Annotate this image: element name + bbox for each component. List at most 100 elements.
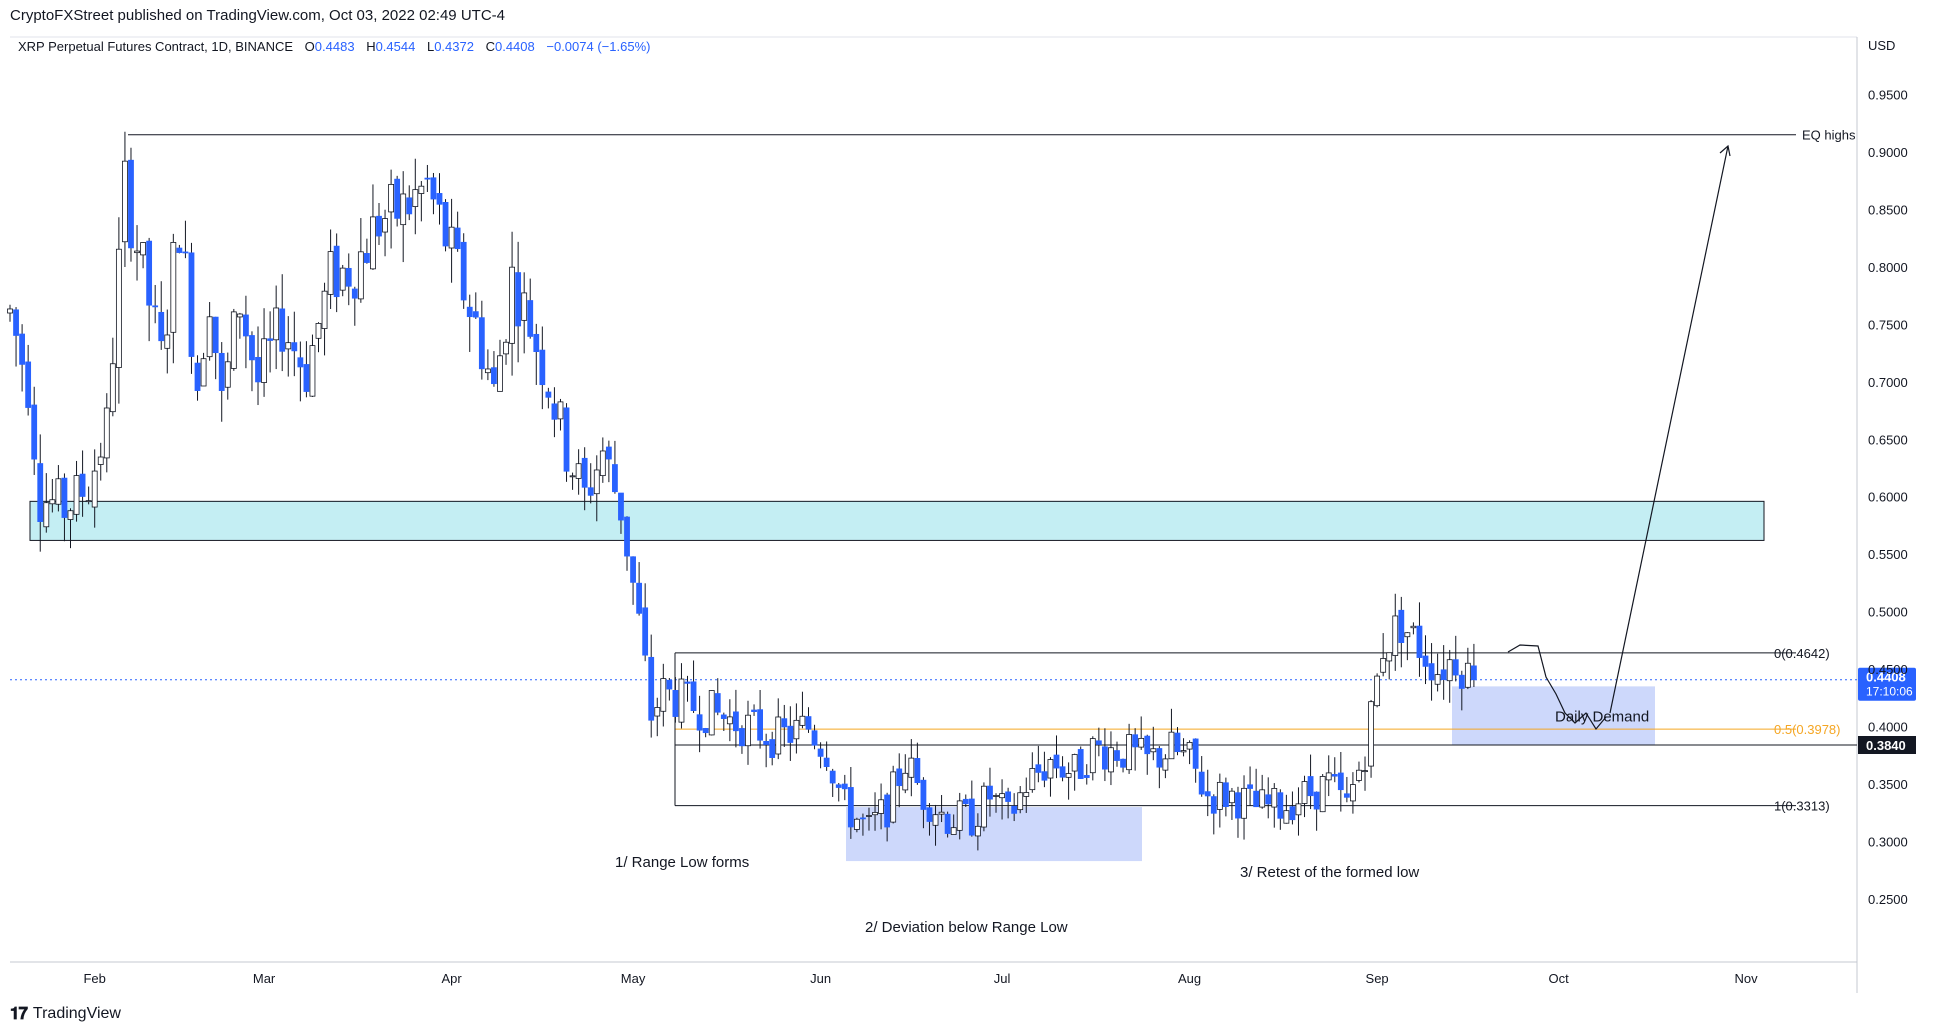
drawings-layer: 1/ Range Low forms 2/ Deviation below Ran… bbox=[615, 144, 1731, 936]
candle-body bbox=[1446, 659, 1453, 682]
current-price-value: 0.4408 bbox=[1866, 670, 1906, 685]
symbol-title: XRP Perpetual Futures Contract, 1D, BINA… bbox=[18, 39, 293, 54]
candle-body bbox=[388, 183, 394, 213]
candle-body bbox=[726, 716, 733, 725]
candle-body bbox=[515, 272, 522, 327]
candle-body bbox=[527, 300, 534, 337]
candle-body bbox=[1174, 732, 1181, 753]
candle-body bbox=[497, 355, 503, 392]
candle-body bbox=[1210, 796, 1217, 814]
candle-body bbox=[1089, 738, 1096, 774]
candle-body bbox=[345, 267, 352, 287]
candle-body bbox=[539, 349, 546, 386]
candle-body bbox=[678, 678, 685, 723]
candle-body bbox=[303, 364, 310, 392]
candle-body bbox=[781, 718, 788, 728]
candle-body bbox=[660, 678, 667, 712]
time-axis-tick: Mar bbox=[253, 971, 276, 986]
candle-body bbox=[860, 817, 866, 820]
price-axis-tick: 0.9500 bbox=[1868, 87, 1908, 102]
candle-body bbox=[1180, 750, 1187, 753]
reference-line-label: EQ highs bbox=[1802, 128, 1856, 143]
candle-body bbox=[654, 707, 661, 717]
candle-body bbox=[37, 463, 44, 522]
candle-body bbox=[1114, 750, 1120, 761]
price-tag-label: 0.3840 bbox=[1866, 738, 1906, 753]
time-axis-tick: Oct bbox=[1548, 971, 1569, 986]
candle-body bbox=[672, 690, 679, 717]
candle-body bbox=[563, 407, 570, 472]
candle-body bbox=[1277, 792, 1284, 819]
candle-body bbox=[261, 338, 267, 383]
candle-body bbox=[1271, 788, 1278, 808]
reference-line-label: 0.5(0.3978) bbox=[1774, 722, 1841, 737]
time-axis-tick: Nov bbox=[1735, 971, 1759, 986]
candle-body bbox=[73, 475, 80, 515]
candle-body bbox=[224, 361, 231, 388]
candle-body bbox=[974, 825, 981, 837]
candle-body bbox=[158, 311, 165, 342]
candle-body bbox=[297, 357, 304, 368]
candle-body bbox=[1138, 737, 1145, 748]
candle-body bbox=[1150, 748, 1157, 753]
time-axis-tick: May bbox=[621, 971, 646, 986]
candle-body bbox=[13, 309, 19, 336]
candle-body bbox=[763, 741, 770, 745]
candle-body bbox=[436, 193, 443, 205]
candle-body bbox=[1350, 784, 1356, 802]
candle-body bbox=[188, 252, 195, 357]
candle-body bbox=[587, 487, 594, 496]
candle-body bbox=[593, 469, 600, 495]
candle-body bbox=[1126, 734, 1132, 771]
candle-body bbox=[914, 758, 921, 784]
annotation-label: 1/ Range Low forms bbox=[615, 854, 749, 871]
candle-body bbox=[981, 785, 987, 828]
candle-body bbox=[418, 185, 425, 194]
candle-body bbox=[545, 391, 552, 398]
candle-body bbox=[55, 478, 62, 505]
candle-body bbox=[134, 250, 140, 254]
candle-body bbox=[666, 679, 673, 690]
candle-body bbox=[702, 728, 709, 734]
candle-body bbox=[267, 338, 274, 341]
candle-body bbox=[1404, 632, 1411, 638]
brand-footer: 𝟏𝟕 TradingView bbox=[10, 1004, 121, 1024]
symbol-legend: XRP Perpetual Futures Contract, 1D, BINA… bbox=[18, 39, 650, 54]
candle-body bbox=[1162, 758, 1169, 771]
candle-body bbox=[49, 499, 56, 505]
currency-label: USD bbox=[1868, 38, 1895, 53]
candle-body bbox=[1053, 754, 1060, 769]
candle-body bbox=[321, 290, 328, 329]
candle-body bbox=[1452, 659, 1459, 676]
candle-body bbox=[152, 305, 159, 308]
candle-body bbox=[1083, 775, 1090, 778]
candle-body bbox=[987, 785, 993, 800]
candle-body bbox=[1204, 791, 1211, 797]
ohlc-low-value: 0.4372 bbox=[434, 39, 474, 54]
candle-body bbox=[950, 827, 957, 835]
candle-body bbox=[430, 177, 437, 200]
candle-body bbox=[648, 656, 655, 721]
zones-layer: Daily Demand bbox=[29, 500, 1765, 862]
candle-body bbox=[1464, 662, 1471, 688]
candle-body bbox=[835, 784, 842, 788]
candle-body bbox=[1041, 771, 1048, 781]
candle-body bbox=[630, 556, 636, 583]
candle-body bbox=[823, 757, 830, 768]
candle-body bbox=[1071, 754, 1078, 772]
candle-body bbox=[1343, 793, 1350, 798]
candle-body bbox=[327, 251, 334, 295]
candle-body bbox=[605, 446, 612, 460]
candle-body bbox=[249, 335, 255, 361]
candle-body bbox=[1216, 781, 1223, 810]
daily-demand-zone bbox=[1452, 686, 1655, 746]
candle-body bbox=[1132, 734, 1139, 748]
candle-body bbox=[1017, 792, 1024, 811]
publisher-line: CryptoFXStreet published on TradingView.… bbox=[10, 7, 505, 24]
candle-body bbox=[279, 308, 286, 352]
candle-body bbox=[1307, 776, 1314, 797]
candle-body bbox=[200, 358, 207, 387]
candle-body bbox=[1253, 790, 1260, 808]
time-axis-tick: Sep bbox=[1366, 971, 1389, 986]
